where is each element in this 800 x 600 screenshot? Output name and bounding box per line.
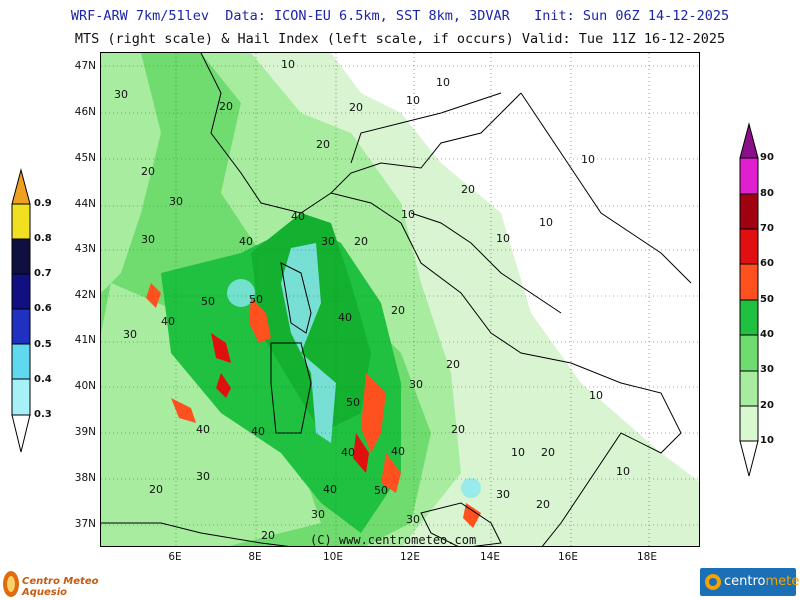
contour-label: 40	[323, 483, 337, 496]
contour-label: 20	[541, 446, 555, 459]
logo-emblem-icon	[3, 571, 19, 597]
logo-right-text-a: centro	[724, 574, 766, 589]
mts-scale-label: 50	[760, 294, 774, 305]
contour-label: 20	[219, 100, 233, 113]
contour-label: 20	[316, 138, 330, 151]
lat-label: 37N	[74, 518, 96, 530]
mts-scale-label: 90	[760, 152, 774, 163]
contour-label: 10	[436, 76, 450, 89]
lon-label: 14E	[480, 551, 500, 563]
contour-label: 10	[539, 216, 553, 229]
contour-label: 50	[201, 295, 215, 308]
contour-label: 40	[338, 311, 352, 324]
contour-label: 50	[346, 396, 360, 409]
mts-scale-label: 60	[760, 258, 774, 269]
lat-label: 43N	[74, 243, 96, 255]
lon-label: 10E	[323, 551, 343, 563]
contour-label: 40	[291, 210, 305, 223]
hail-scale-label: 0.7	[34, 268, 52, 279]
lat-label: 39N	[74, 426, 96, 438]
contour-label: 30	[409, 378, 423, 391]
hail-scale-label: 0.4	[34, 374, 52, 385]
contour-label: 30	[169, 195, 183, 208]
hail-scale-label: 0.9	[34, 198, 52, 209]
contour-label: 30	[406, 513, 420, 526]
contour-label: 20	[149, 483, 163, 496]
contour-label: 40	[251, 425, 265, 438]
contour-label: 30	[196, 470, 210, 483]
lon-label: 16E	[558, 551, 578, 563]
weather-map: 30 10 20 20 20 10 10 20 10 10 10 10 20 3…	[100, 52, 700, 547]
lat-label: 45N	[74, 152, 96, 164]
lat-label: 44N	[74, 198, 96, 210]
hail-scale-label: 0.5	[34, 339, 52, 350]
contour-label: 20	[261, 529, 275, 542]
mts-scale-label: 40	[760, 329, 774, 340]
mts-scale-label: 30	[760, 364, 774, 375]
lon-label: 6E	[168, 551, 182, 563]
contour-label: 20	[446, 358, 460, 371]
contour-label: 30	[114, 88, 128, 101]
contour-label: 20	[354, 235, 368, 248]
map-canvas: 30 10 20 20 20 10 10 20 10 10 10 10 20 3…	[101, 53, 699, 546]
mts-scale-label: 20	[760, 400, 774, 411]
contour-label: 20	[451, 423, 465, 436]
contour-label: 40	[196, 423, 210, 436]
contour-label: 10	[496, 232, 510, 245]
mts-scale-label: 70	[760, 223, 774, 234]
lat-label: 41N	[74, 334, 96, 346]
lat-label: 38N	[74, 472, 96, 484]
contour-label: 10	[589, 389, 603, 402]
lat-label: 46N	[74, 106, 96, 118]
contour-label: 40	[341, 446, 355, 459]
contour-label: 40	[391, 445, 405, 458]
contour-label: 50	[249, 293, 263, 306]
hail-scale-label: 0.8	[34, 233, 52, 244]
contour-label: 50	[374, 484, 388, 497]
logo-left-text: Centro Meteo Aquesio	[22, 576, 99, 598]
header-line-1: WRF-ARW 7km/51lev Data: ICON-EU 6.5km, S…	[70, 8, 730, 24]
contour-label: 10	[511, 446, 525, 459]
contour-label: 10	[581, 153, 595, 166]
lon-label: 12E	[400, 551, 420, 563]
contour-label: 30	[141, 233, 155, 246]
lat-label: 47N	[74, 60, 96, 72]
contour-label: 20	[536, 498, 550, 511]
contour-label: 40	[239, 235, 253, 248]
hail-scale-label: 0.3	[34, 409, 52, 420]
centro-meteo-aquesio-logo[interactable]: Centro Meteo Aquesio	[0, 568, 120, 600]
hail-colorbar	[11, 168, 31, 453]
contour-label: 20	[141, 165, 155, 178]
contour-label: 10	[281, 58, 295, 71]
contour-label: 20	[461, 183, 475, 196]
header-line-2: MTS (right scale) & Hail Index (left sca…	[74, 31, 726, 47]
lon-label: 18E	[637, 551, 657, 563]
hail-scale-label: 0.6	[34, 303, 52, 314]
contour-label: 30	[496, 488, 510, 501]
lat-label: 40N	[74, 380, 96, 392]
contour-label: 30	[311, 508, 325, 521]
contour-label: 40	[161, 315, 175, 328]
copyright-text: (C) www.centrometeo.com	[310, 533, 477, 547]
logo-globe-icon	[705, 574, 721, 590]
mts-colorbar	[739, 122, 759, 477]
centrometeo-logo[interactable]: centrometeo	[700, 568, 800, 596]
mts-scale-label: 80	[760, 188, 774, 199]
logo-right-text-b: meteo	[765, 574, 800, 589]
contour-label: 10	[616, 465, 630, 478]
contour-label: 10	[406, 94, 420, 107]
contour-label: 30	[123, 328, 137, 341]
contour-label: 10	[401, 208, 415, 221]
lon-label: 8E	[248, 551, 262, 563]
contour-label: 20	[349, 101, 363, 114]
mts-scale-label: 10	[760, 435, 774, 446]
lat-label: 42N	[74, 289, 96, 301]
contour-label: 30	[321, 235, 335, 248]
contour-label: 20	[391, 304, 405, 317]
